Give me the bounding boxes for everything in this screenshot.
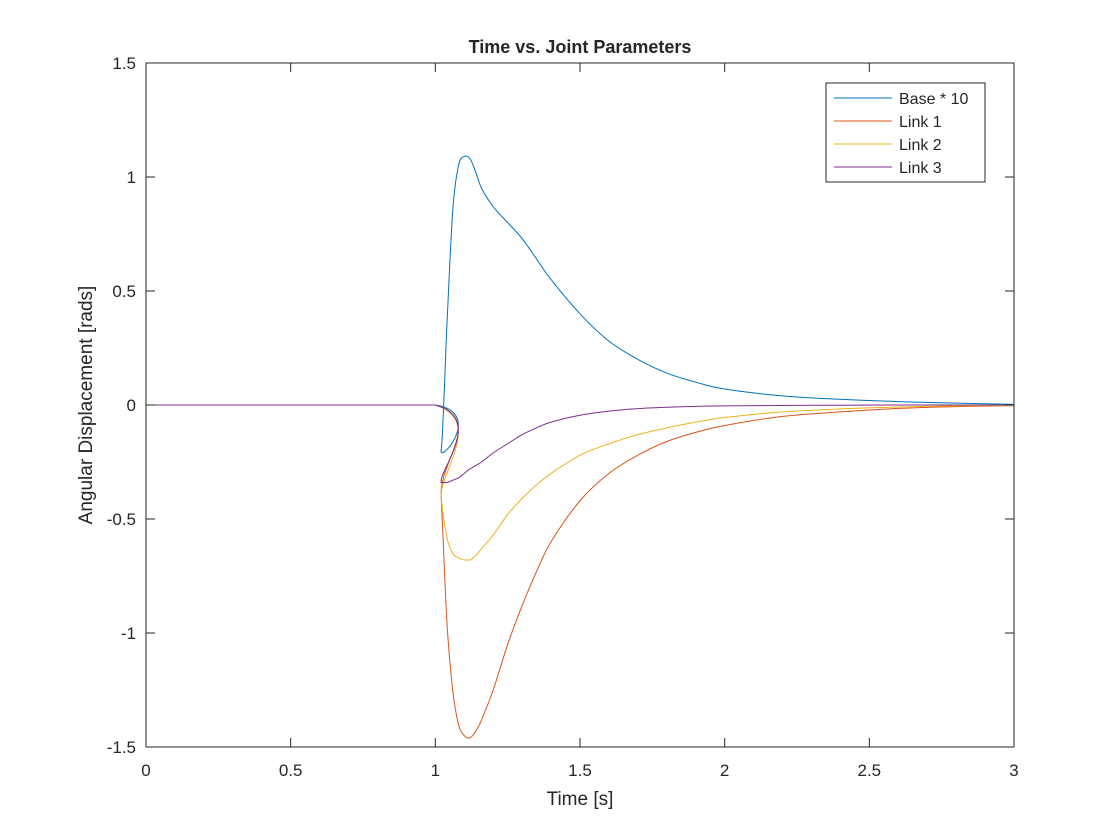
y-tick-label: -1 <box>121 624 136 643</box>
x-tick-label: 0.5 <box>279 761 303 780</box>
legend-label-3: Link 2 <box>899 137 942 154</box>
x-tick-label: 3 <box>1009 761 1018 780</box>
legend-label-1: Base * 10 <box>899 91 968 108</box>
legend-label-4: Link 3 <box>899 160 942 177</box>
legend: Base * 10 Link 1 Link 2 Link 3 <box>825 82 986 183</box>
x-tick-label: 2 <box>720 761 729 780</box>
y-tick-label: 0.5 <box>112 282 136 301</box>
series-line-2 <box>146 404 1015 739</box>
y-tick-label: -0.5 <box>107 510 136 529</box>
x-axis-label: Time [s] <box>547 789 614 810</box>
chart-title: Time vs. Joint Parameters <box>469 37 692 57</box>
series-line-3 <box>146 404 1015 561</box>
legend-box <box>825 82 986 183</box>
y-axis-ticks: -1.5 -1 -0.5 0 0.5 1 1.5 <box>107 54 1014 757</box>
x-tick-label: 1 <box>431 761 440 780</box>
y-tick-label: -1.5 <box>107 738 136 757</box>
y-tick-label: 1 <box>127 168 136 187</box>
x-axis-ticks: 0 0.5 1 1.5 2 2.5 3 <box>141 63 1019 780</box>
x-tick-label: 2.5 <box>858 761 882 780</box>
series-layer <box>146 155 1015 739</box>
series-line-4 <box>146 404 1014 484</box>
y-tick-label: 0 <box>127 396 136 415</box>
legend-label-2: Link 1 <box>899 114 942 131</box>
y-axis-label: Angular Displacement [rads] <box>76 286 97 525</box>
y-tick-label: 1.5 <box>112 54 136 73</box>
x-tick-label: 0 <box>141 761 150 780</box>
x-tick-label: 1.5 <box>568 761 592 780</box>
series-line-1 <box>146 155 1015 454</box>
